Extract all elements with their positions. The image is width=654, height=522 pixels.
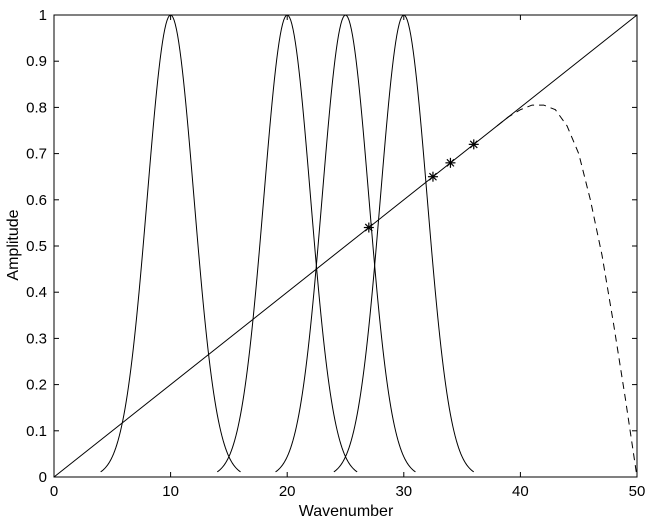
- y-tick-label: 0.3: [26, 330, 47, 347]
- y-tick-label: 0.1: [26, 423, 47, 440]
- series-line-0: [53, 14, 638, 478]
- x-tick-label: 0: [50, 483, 58, 500]
- star-marker: [468, 139, 479, 150]
- y-tick-label: 1: [39, 7, 47, 24]
- series-line-4: [275, 14, 416, 473]
- series-line-2: [100, 14, 241, 473]
- ticks-layer: 0 10 20 30 40 50 0 0.1 0.2 0.3 0.4 0.5 0.6 0.7 0.8 0.9 1: [26, 7, 645, 500]
- series-line-1: [496, 104, 638, 478]
- y-tick-label: 0.4: [26, 284, 47, 301]
- y-tick-label: 0.9: [26, 53, 47, 70]
- series-line-3: [216, 14, 358, 473]
- x-tick-label: 30: [395, 483, 412, 500]
- x-tick-label: 40: [512, 483, 529, 500]
- star-marker: [445, 157, 456, 168]
- curves-layer: [53, 14, 638, 478]
- series-line-5: [333, 14, 475, 473]
- y-tick-label: 0: [39, 469, 47, 486]
- x-axis-label: Wavenumber: [299, 503, 394, 520]
- star-marker: [363, 222, 374, 233]
- x-tick-label: 50: [629, 483, 646, 500]
- y-tick-label: 0.7: [26, 146, 47, 163]
- markers-layer: [363, 139, 479, 233]
- y-axis-label: Amplitude: [5, 209, 22, 280]
- star-marker: [427, 171, 438, 182]
- x-tick-label: 10: [162, 483, 179, 500]
- y-tick-label: 0.5: [26, 238, 47, 255]
- y-tick-label: 0.8: [26, 99, 47, 116]
- y-tick-label: 0.6: [26, 192, 47, 209]
- x-tick-label: 20: [279, 483, 296, 500]
- y-tick-label: 0.2: [26, 377, 47, 394]
